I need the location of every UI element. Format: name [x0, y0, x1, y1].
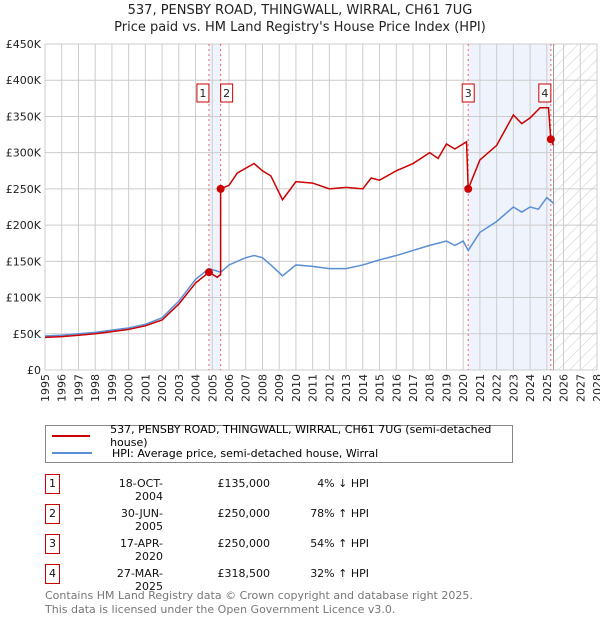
x-tick-label: 2008	[256, 374, 269, 402]
x-tick-label: 2004	[190, 374, 203, 402]
shaded-range	[208, 44, 221, 370]
chart-title: 537, PENSBY ROAD, THINGWALL, WIRRAL, CH6…	[127, 3, 473, 18]
x-tick-label: 2007	[240, 374, 253, 402]
x-tick-label: 2016	[390, 374, 403, 402]
x-tick-label: 2015	[374, 374, 387, 402]
sale-price: £135,000	[217, 477, 271, 490]
sale-label: 4	[541, 87, 548, 100]
x-tick-label: 1997	[72, 374, 85, 402]
x-tick-label: 2006	[223, 374, 236, 402]
legend-item-hpi: HPI: Average price, semi-detached house,…	[46, 445, 378, 461]
sale-price: £250,000	[217, 537, 271, 550]
sale-hpi-diff: 32% ↑ HPI	[310, 567, 369, 580]
x-tick-label: 2024	[524, 374, 537, 402]
y-tick-label: £350K	[6, 110, 42, 123]
sale-label-box	[196, 83, 210, 103]
x-tick-label: 2027	[574, 374, 587, 402]
sale-label: 2	[223, 87, 230, 100]
x-tick-label: 2003	[173, 374, 186, 402]
sale-label: 3	[465, 87, 472, 100]
series-line-property	[44, 107, 555, 339]
y-tick-label: £150K	[6, 255, 42, 268]
y-tick-label: £0	[27, 364, 41, 377]
sale-point	[464, 184, 473, 193]
x-tick-label: 2025	[541, 374, 554, 402]
x-tick-label: 2000	[123, 374, 136, 402]
x-tick-label: 2005	[206, 374, 219, 402]
shaded-range	[468, 44, 551, 370]
x-tick-label: 2026	[558, 374, 571, 402]
x-tick-label: 2020	[457, 374, 470, 402]
y-tick-label: £450K	[6, 38, 42, 51]
x-tick-label: 2001	[139, 374, 152, 402]
sale-number: 3	[45, 534, 60, 554]
x-tick-label: 2028	[591, 374, 600, 402]
sale-label: 1	[199, 87, 206, 100]
y-tick-label: £250K	[6, 183, 42, 196]
y-tick-label: £300K	[6, 147, 42, 160]
footer-copyright: Contains HM Land Registry data © Crown c…	[45, 589, 473, 602]
sale-date: 17-APR-2020	[119, 537, 163, 563]
sale-number: 4	[45, 564, 60, 584]
sale-price: £250,000	[217, 507, 271, 520]
forecast-hatch	[553, 44, 597, 370]
x-tick-label: 2023	[507, 374, 520, 402]
x-tick-label: 2012	[323, 374, 336, 402]
x-tick-label: 1998	[89, 374, 102, 402]
x-tick-label: 1996	[56, 374, 69, 402]
x-tick-label: 2021	[474, 374, 487, 402]
x-tick-label: 2014	[357, 374, 370, 402]
legend-item-property: 537, PENSBY ROAD, THINGWALL, WIRRAL, CH6…	[46, 423, 512, 449]
legend-label: HPI: Average price, semi-detached house,…	[112, 446, 379, 460]
sale-number: 1	[45, 474, 60, 494]
x-tick-label: 2002	[156, 374, 169, 402]
sale-price: £318,500	[217, 567, 271, 580]
sale-label-box	[220, 83, 234, 103]
x-tick-label: 2013	[340, 374, 353, 402]
sale-point	[546, 135, 555, 144]
chart-subtitle: Price paid vs. HM Land Registry's House …	[114, 20, 486, 35]
x-tick-label: 2011	[307, 374, 320, 402]
plot-area: 1995 1996 1997 1998 1999 2000 2001 2002 2003 2004…	[6, 38, 600, 402]
x-tick-label: 2018	[424, 374, 437, 402]
legend-swatch	[52, 452, 92, 454]
sale-date: 30-JUN-2005	[120, 507, 163, 533]
x-tick-label: 2009	[273, 374, 286, 402]
sale-hpi-diff: 54% ↑ HPI	[310, 537, 369, 550]
y-tick-label: £100K	[6, 292, 42, 305]
sale-point	[216, 184, 225, 193]
x-tick-label: 2017	[407, 374, 420, 402]
sale-point	[204, 268, 213, 277]
sale-label-box	[461, 83, 475, 103]
sale-date: 18-OCT-2004	[118, 477, 163, 503]
x-tick-label: 2019	[440, 374, 453, 402]
sale-hpi-diff: 4% ↓ HPI	[317, 477, 369, 490]
y-tick-label: £50K	[13, 328, 42, 341]
footer-licence: This data is licensed under the Open Gov…	[45, 603, 396, 616]
sale-date: 27-MAR-2025	[116, 567, 163, 593]
legend-swatch	[52, 435, 91, 437]
sale-hpi-diff: 78% ↑ HPI	[310, 507, 369, 520]
x-tick-label: 1999	[106, 374, 119, 402]
sale-number: 2	[45, 504, 60, 524]
y-tick-label: £200K	[6, 219, 42, 232]
x-tick-label: 2010	[290, 374, 303, 402]
x-tick-label: 1995	[39, 374, 52, 402]
y-tick-label: £400K	[6, 74, 42, 87]
series-line-hpi	[44, 196, 555, 337]
legend: 537, PENSBY ROAD, THINGWALL, WIRRAL, CH6…	[45, 423, 513, 463]
legend-label: 537, PENSBY ROAD, THINGWALL, WIRRAL, CH6…	[110, 423, 492, 449]
sale-label-box	[538, 83, 552, 103]
x-tick-label: 2022	[491, 374, 504, 402]
